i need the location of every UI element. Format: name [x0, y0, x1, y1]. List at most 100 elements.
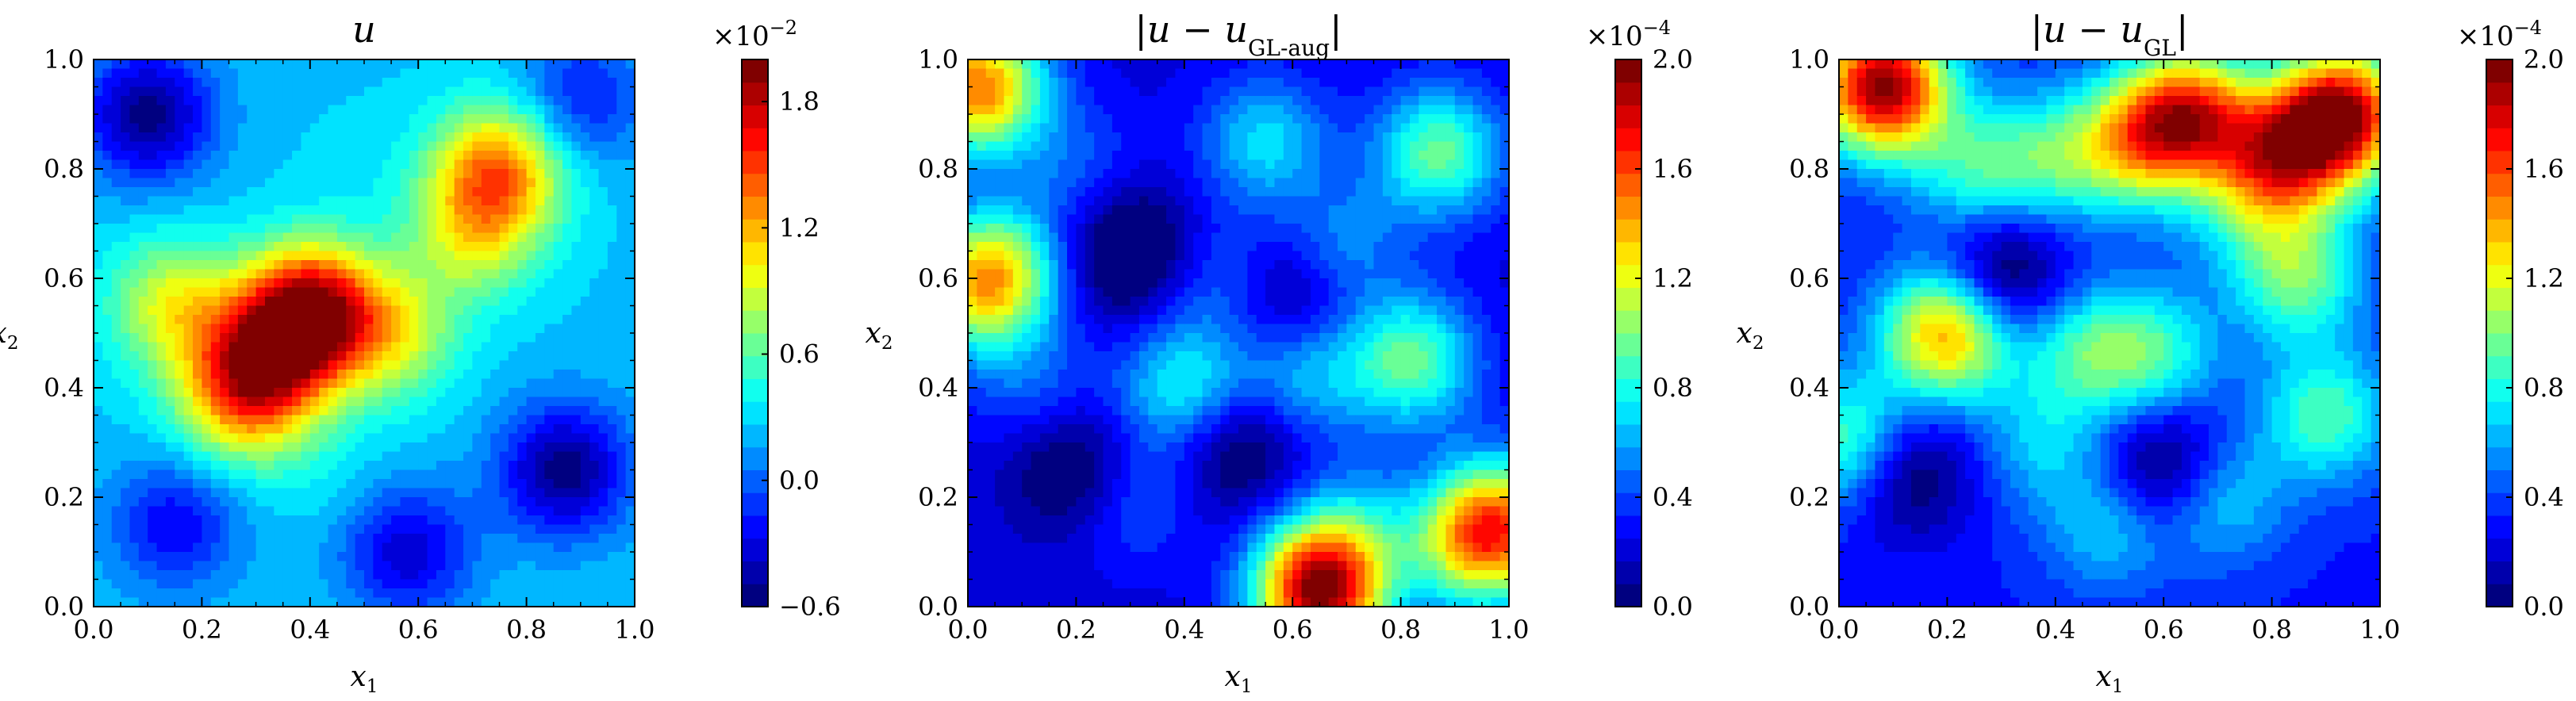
heatmap-cell: [1175, 224, 1185, 234]
heatmap-cell: [193, 159, 202, 170]
heatmap-cell: [1338, 96, 1347, 106]
heatmap-cell: [463, 68, 473, 79]
heatmap-cell: [562, 242, 573, 252]
heatmap-cell: [1310, 68, 1320, 79]
heatmap-cell: [202, 469, 212, 480]
heatmap-cell: [292, 278, 302, 289]
heatmap-cell: [589, 433, 600, 443]
heatmap-cell: [553, 315, 563, 325]
heatmap-cell: [301, 360, 311, 370]
heatmap-cell: [255, 105, 266, 115]
heatmap-cell: [571, 68, 582, 79]
heatmap-cell: [220, 315, 230, 325]
heatmap-cell: [418, 260, 428, 270]
heatmap-cell: [274, 278, 284, 289]
heatmap-cell: [1292, 105, 1303, 115]
heatmap-cell: [589, 59, 600, 70]
heatmap-cell: [598, 570, 608, 580]
heatmap-cell: [138, 123, 148, 133]
heatmap-cell: [220, 396, 230, 407]
heatmap-cell: [526, 479, 536, 489]
heatmap-cell: [436, 579, 446, 589]
heatmap-cell: [526, 588, 536, 599]
heatmap-cell: [625, 396, 635, 407]
heatmap-cell: [1238, 86, 1248, 97]
heatmap-cell: [977, 86, 987, 97]
heatmap-cell: [499, 406, 509, 416]
heatmap-cell: [1184, 232, 1194, 243]
heatmap-cell: [282, 232, 293, 243]
heatmap-cell: [183, 479, 194, 489]
heatmap-cell: [625, 114, 635, 124]
heatmap-cell: [346, 214, 356, 224]
heatmap-cell: [129, 497, 140, 508]
heatmap-cell: [1202, 141, 1212, 151]
heatmap-cell: [309, 524, 320, 534]
heatmap-cell: [292, 506, 302, 516]
heatmap-cell: [364, 515, 374, 526]
heatmap-cell: [616, 159, 627, 170]
heatmap-cell: [210, 123, 221, 133]
heatmap-cell: [1031, 169, 1041, 179]
heatmap-cell: [589, 342, 600, 352]
heatmap-cell: [1319, 68, 1330, 79]
heatmap-cell: [373, 351, 383, 362]
heatmap-cell: [193, 588, 202, 599]
heatmap-cell: [1049, 132, 1059, 143]
heatmap-cell: [1301, 123, 1311, 133]
heatmap-cell: [1373, 224, 1384, 234]
heatmap-cell: [336, 388, 347, 398]
heatmap-cell: [156, 488, 167, 498]
heatmap-cell: [589, 159, 600, 170]
heatmap-cell: [1067, 78, 1077, 88]
heatmap-cell: [202, 78, 212, 88]
heatmap-cell: [1328, 78, 1338, 88]
heatmap-cell: [472, 68, 482, 79]
heatmap-cell: [409, 433, 419, 443]
heatmap-cell: [1301, 105, 1311, 115]
heatmap-cell: [346, 351, 356, 362]
heatmap-cell: [409, 232, 419, 243]
heatmap-cell: [336, 297, 347, 307]
heatmap-cell: [598, 123, 608, 133]
heatmap-cell: [1076, 123, 1086, 133]
heatmap-cell: [228, 169, 239, 179]
heatmap-cell: [1022, 105, 1032, 115]
heatmap-cell: [580, 570, 590, 580]
heatmap-cell: [535, 324, 545, 334]
heatmap-cell: [427, 269, 437, 279]
heatmap-cell: [292, 59, 302, 70]
heatmap-cell: [382, 178, 392, 188]
heatmap-cell: [1049, 187, 1059, 197]
colorbar-segment: [742, 401, 768, 425]
heatmap-cell: [1157, 59, 1167, 70]
heatmap-cell: [111, 159, 121, 170]
heatmap-cell: [418, 251, 428, 261]
heatmap-cell: [490, 479, 501, 489]
heatmap-cell: [373, 78, 383, 88]
heatmap-cell: [364, 570, 374, 580]
heatmap-cell: [102, 224, 113, 234]
heatmap-cell: [220, 169, 230, 179]
heatmap-cell: [1256, 132, 1266, 143]
heatmap-cell: [445, 242, 455, 252]
heatmap-cell: [544, 561, 555, 571]
heatmap-cell: [1472, 178, 1483, 188]
heatmap-cell: [481, 542, 491, 553]
heatmap-cell: [1148, 242, 1158, 252]
heatmap-cell: [237, 515, 248, 526]
heatmap-cell: [454, 561, 464, 571]
heatmap-cell: [328, 214, 338, 224]
heatmap-cell: [562, 205, 573, 216]
heatmap-cell: [472, 497, 482, 508]
heatmap-cell: [1409, 205, 1419, 216]
heatmap-cell: [427, 196, 437, 206]
heatmap-cell: [427, 214, 437, 224]
heatmap-cell: [193, 378, 202, 389]
heatmap-cell: [1310, 96, 1320, 106]
heatmap-cell: [445, 524, 455, 534]
heatmap-cell: [328, 406, 338, 416]
heatmap-cell: [445, 451, 455, 462]
heatmap-cell: [1392, 159, 1402, 170]
heatmap-cell: [1301, 187, 1311, 197]
